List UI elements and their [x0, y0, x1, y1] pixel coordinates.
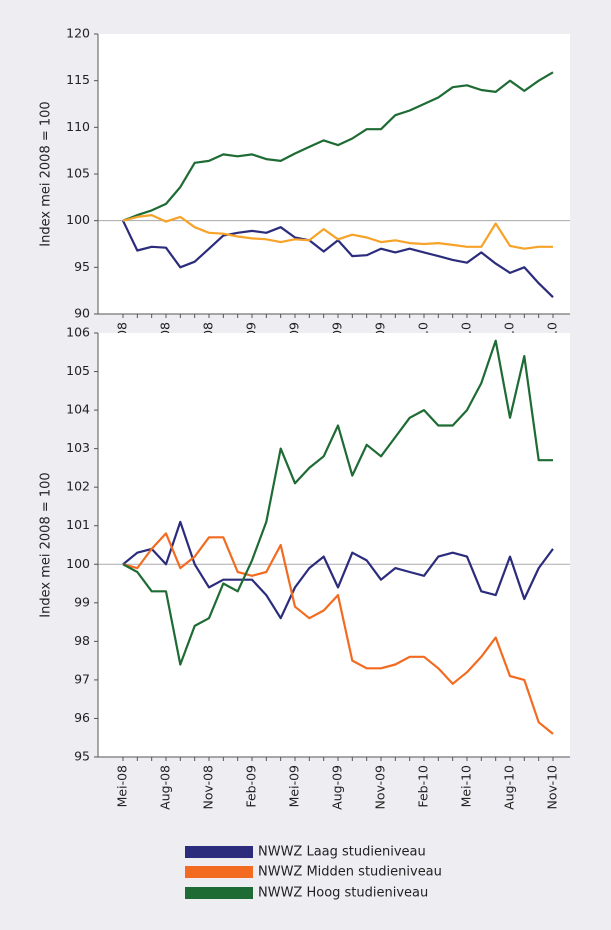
- legend-swatch: [185, 887, 253, 899]
- legend-label: NWWZ Hoog studieniveau: [258, 886, 428, 901]
- x-tick-label: Nov-08: [201, 765, 216, 810]
- legend-label: NWWZ Laag studieniveau: [258, 845, 426, 860]
- x-tick-label: Feb-09: [244, 765, 259, 808]
- x-tick-label: Nov-09: [373, 765, 388, 810]
- y-tick-label: 110: [66, 119, 90, 134]
- y-tick-label: 105: [66, 166, 90, 181]
- y-tick-label: 98: [74, 633, 90, 648]
- y-axis-label: Index mei 2008 = 100: [39, 472, 54, 617]
- legend-swatch: [185, 846, 253, 858]
- series-line: [122, 339, 553, 666]
- y-tick-label: 104: [66, 402, 90, 417]
- y-tick-label: 95: [74, 749, 90, 764]
- y-tick-label: 90: [74, 306, 90, 321]
- series-line: [122, 214, 553, 250]
- y-tick-label: 115: [66, 72, 90, 87]
- x-tick-label: Feb-10: [416, 765, 431, 808]
- y-tick-label: 95: [74, 259, 90, 274]
- x-tick-label: Mei-09: [287, 765, 302, 807]
- y-tick-label: 102: [66, 479, 90, 494]
- series-line: [122, 520, 554, 620]
- y-tick-label: 100: [66, 212, 90, 227]
- y-axis-label: Index mei 2008 = 100: [39, 101, 54, 246]
- x-tick-label: Aug-09: [330, 765, 345, 810]
- y-tick-label: 99: [74, 594, 90, 609]
- legend-swatch: [185, 866, 253, 878]
- legend-label: NWWZ Midden studieniveau: [258, 865, 442, 880]
- plot-area: [98, 333, 570, 757]
- y-tick-label: 106: [66, 325, 90, 340]
- x-tick-label: Aug-08: [158, 765, 173, 810]
- y-tick-label: 103: [66, 440, 90, 455]
- y-tick-label: 97: [74, 671, 90, 686]
- y-tick-label: 105: [66, 363, 90, 378]
- x-tick-label: Nov-10: [545, 765, 560, 810]
- y-tick-label: 100: [66, 556, 90, 571]
- y-tick-label: 96: [74, 710, 90, 725]
- series-line: [122, 532, 554, 735]
- plot-area: [98, 34, 570, 314]
- x-tick-label: Mei-10: [459, 765, 474, 807]
- y-tick-label: 120: [66, 26, 90, 41]
- y-tick-label: 101: [66, 517, 90, 532]
- series-line: [122, 71, 554, 222]
- x-tick-label: Mei-08: [115, 765, 130, 807]
- x-tick-label: Aug-10: [502, 765, 517, 810]
